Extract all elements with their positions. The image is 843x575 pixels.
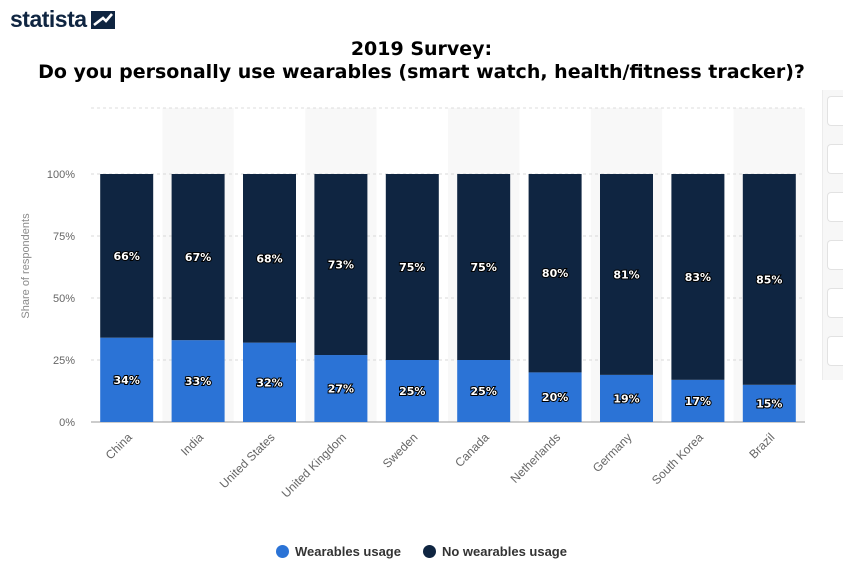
bar-wearables[interactable] (671, 379, 725, 422)
data-label-no-wearables: 80% (542, 267, 568, 280)
legend-marker-no-wearables (422, 545, 436, 558)
legend: Wearables usage No wearables usage (0, 544, 843, 559)
bar-wearables[interactable] (457, 360, 511, 422)
bar-wearables[interactable] (528, 372, 582, 422)
legend-label-wearables: Wearables usage (295, 544, 401, 559)
data-label-wearables: 19% (613, 392, 639, 405)
y-axis-title: Share of respondents (20, 213, 32, 319)
bar-wearables[interactable] (314, 355, 368, 422)
x-tick-label: South Korea (649, 430, 706, 487)
data-label-no-wearables: 67% (185, 251, 211, 264)
bar-no-wearables[interactable] (171, 174, 225, 341)
bar-no-wearables[interactable] (100, 174, 154, 338)
bar-no-wearables[interactable] (600, 174, 653, 375)
side-toolbar-button[interactable] (827, 144, 843, 174)
data-label-wearables: 33% (185, 375, 211, 388)
data-label-no-wearables: 66% (114, 250, 140, 263)
data-label-wearables: 20% (542, 391, 568, 404)
bar-wearables[interactable] (100, 337, 154, 422)
legend-item-no-wearables[interactable]: No wearables usage (422, 544, 567, 559)
bar-no-wearables[interactable] (742, 174, 796, 385)
data-label-no-wearables: 83% (685, 271, 711, 284)
statista-logo-icon (90, 10, 115, 29)
data-label-no-wearables: 68% (256, 252, 282, 265)
x-tick-label: Sweden (380, 430, 421, 471)
bar-wearables[interactable] (171, 340, 225, 422)
chart-title-line-1: 2019 Survey: (350, 38, 493, 60)
bar-no-wearables[interactable] (314, 174, 368, 356)
data-label-wearables: 25% (471, 385, 497, 398)
data-label-wearables: 17% (685, 395, 711, 408)
x-tick-label: Germany (590, 430, 635, 475)
bar-wearables[interactable] (600, 374, 653, 422)
bar-no-wearables[interactable] (457, 174, 511, 360)
y-tick-label: 25% (53, 355, 75, 367)
bar-no-wearables[interactable] (671, 174, 725, 380)
data-label-no-wearables: 75% (471, 261, 497, 274)
data-label-no-wearables: 75% (399, 261, 425, 274)
y-tick-label: 50% (53, 293, 75, 305)
legend-item-wearables[interactable]: Wearables usage (276, 544, 401, 559)
y-tick-label: 75% (53, 231, 75, 243)
bar-wearables[interactable] (385, 360, 439, 422)
data-label-no-wearables: 85% (756, 273, 782, 286)
brand-name: statista (10, 6, 87, 32)
x-tick-label: Canada (452, 430, 492, 470)
bar-no-wearables[interactable] (243, 174, 296, 343)
data-label-wearables: 27% (328, 383, 354, 396)
y-tick-label: 0% (59, 417, 75, 429)
data-label-wearables: 34% (114, 374, 140, 387)
side-toolbar (822, 90, 843, 380)
x-tick-label: United Kingdom (279, 430, 349, 500)
data-label-wearables: 32% (256, 376, 282, 389)
x-tick-label: United States (217, 430, 278, 491)
side-toolbar-button[interactable] (827, 96, 843, 126)
side-toolbar-button[interactable] (827, 288, 843, 318)
side-toolbar-button[interactable] (827, 192, 843, 222)
data-label-no-wearables: 73% (328, 259, 354, 272)
legend-marker-wearables (276, 545, 289, 558)
x-tick-label: Brazil (746, 430, 777, 461)
side-toolbar-button[interactable] (827, 336, 843, 366)
bar-no-wearables[interactable] (385, 174, 439, 360)
x-tick-label: China (103, 430, 135, 462)
y-tick-label: 100% (47, 169, 75, 181)
legend-label-no-wearables: No wearables usage (441, 544, 567, 559)
data-label-wearables: 15% (756, 397, 782, 410)
x-tick-label: Netherlands (508, 430, 564, 486)
chart-title-line-2: Do you personally use wearables (smart w… (38, 61, 805, 83)
bar-no-wearables[interactable] (528, 174, 582, 373)
bar-wearables[interactable] (243, 342, 296, 422)
bar-wearables[interactable] (742, 384, 796, 422)
statista-logo: statista (10, 6, 115, 33)
data-label-wearables: 25% (399, 385, 425, 398)
side-toolbar-button[interactable] (827, 240, 843, 270)
data-label-no-wearables: 81% (613, 268, 639, 281)
x-tick-label: India (178, 430, 207, 459)
